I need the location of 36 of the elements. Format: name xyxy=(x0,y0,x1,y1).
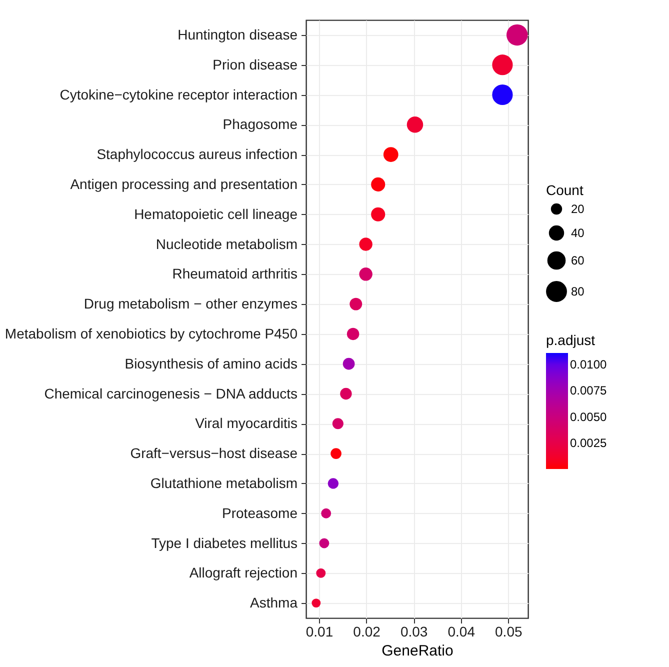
y-tick-label: Chemical carcinogenesis − DNA adducts xyxy=(44,385,298,402)
y-tick-label: Graft−versus−host disease xyxy=(130,445,298,462)
x-tick-label: 0.03 xyxy=(400,624,428,640)
x-axis-title: GeneRatio xyxy=(382,642,454,660)
x-tick-label: 0.04 xyxy=(448,624,476,640)
color-bar-title: p.adjust xyxy=(546,332,596,348)
y-tick-label: Proteasome xyxy=(222,504,298,521)
y-tick-label: Drug metabolism − other enzymes xyxy=(84,296,298,312)
y-tick-label: Cytokine−cytokine receptor interaction xyxy=(60,86,298,102)
y-tick-label: Glutathione metabolism xyxy=(150,474,298,491)
y-tick-label: Asthma xyxy=(250,594,298,611)
legend-label: 20 xyxy=(571,202,585,216)
legend-title: Count xyxy=(546,182,584,198)
y-tick-label: Type I diabetes mellitus xyxy=(151,534,298,551)
y-tick-label: Rheumatoid arthritis xyxy=(172,266,298,282)
y-tick-label: Viral myocarditis xyxy=(195,415,298,432)
y-tick-label: Metabolism of xenobiotics by cytochrome P450 xyxy=(4,325,298,342)
y-tick-label: Phagosome xyxy=(222,116,298,132)
y-tick-label: Biosynthesis of amino acids xyxy=(124,355,298,372)
color-bar-label: 0.0025 xyxy=(570,436,608,450)
legend-label: 60 xyxy=(571,254,585,268)
color-bar-label: 0.0050 xyxy=(570,410,608,424)
y-tick-label: Huntington disease xyxy=(178,26,298,42)
x-tick-label: 0.05 xyxy=(495,624,522,640)
y-tick-label: Prion disease xyxy=(212,56,298,72)
legend-label: 40 xyxy=(571,226,585,240)
y-tick-label: Antigen processing and presentation xyxy=(70,176,298,192)
y-tick-label: Hematopoietic cell lineage xyxy=(134,206,298,222)
color-bar-label: 0.0100 xyxy=(570,358,608,372)
y-tick-label: Nucleotide metabolism xyxy=(156,236,298,252)
y-tick-label: Staphylococcus aureus infection xyxy=(96,146,298,162)
y-tick-label: Allograft rejection xyxy=(189,564,298,581)
color-bar-label: 0.0075 xyxy=(570,384,608,398)
x-tick-label: 0.01 xyxy=(306,624,334,640)
x-tick-label: 0.02 xyxy=(353,624,381,640)
legend-label: 80 xyxy=(571,284,585,298)
